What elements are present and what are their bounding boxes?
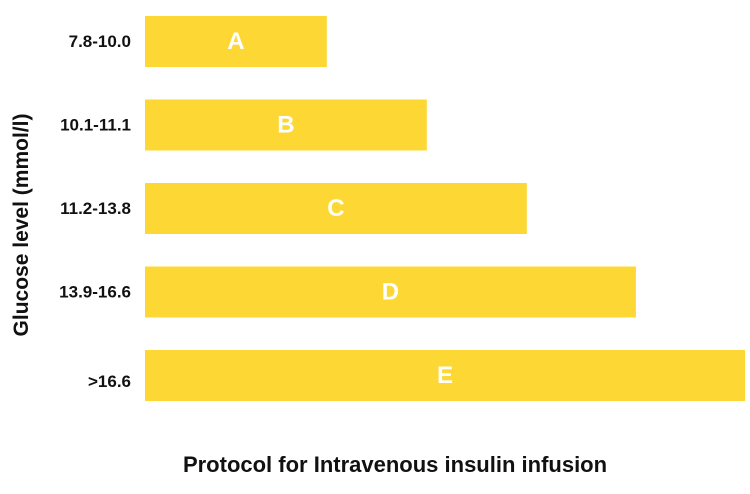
bar-b (145, 99, 427, 151)
bar-a (145, 16, 327, 67)
bar-label-d: D (382, 279, 399, 306)
bar-label-a: A (227, 28, 244, 55)
y-tick-label: 13.9-16.6 (59, 283, 131, 302)
bar-e (145, 350, 745, 401)
y-tick-label: >16.6 (88, 372, 131, 391)
bar-d (145, 266, 636, 318)
y-axis-title: Glucose level (mmol/l) (10, 113, 33, 337)
bar-label-b: B (277, 112, 294, 139)
y-tick-label: 11.2-13.8 (60, 199, 131, 218)
bar-label-c: C (327, 195, 344, 222)
x-axis-title: Protocol for Intravenous insulin infusio… (182, 452, 608, 477)
y-tick-label: 10.1-11.1 (60, 116, 131, 135)
y-tick-label: 7.8-10.0 (69, 32, 131, 51)
bar-c (145, 183, 527, 234)
bar-label-e: E (437, 362, 453, 389)
